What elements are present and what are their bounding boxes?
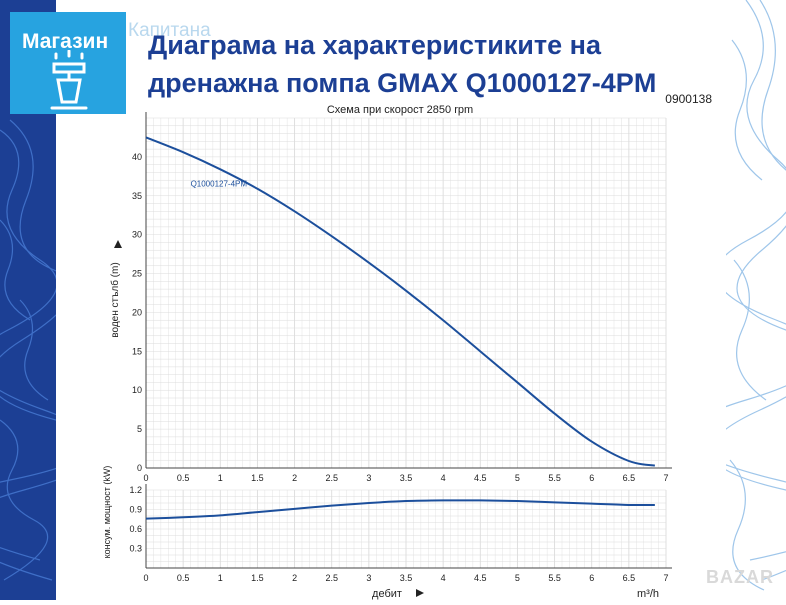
x-tick-label: 4 <box>441 573 446 583</box>
power-chart-series <box>145 499 655 520</box>
x-tick-label: 1.5 <box>251 473 264 483</box>
y-tick-label: 40 <box>132 152 142 162</box>
x-tick-label: 1 <box>218 573 223 583</box>
y-tick-label: 1.2 <box>129 485 142 495</box>
x-tick-label: 6.5 <box>623 573 636 583</box>
x-tick-label: 4 <box>441 473 446 483</box>
y-tick-label: 0.6 <box>129 524 142 534</box>
x-tick-label: 2.5 <box>325 573 338 583</box>
left-topo-pattern <box>0 119 107 581</box>
y-tick-label: 0 <box>137 463 142 473</box>
x-tick-label: 7 <box>663 573 668 583</box>
power-chart-xlabel: дебит <box>372 588 402 600</box>
series-line <box>145 499 655 520</box>
x-tick-label: 2.5 <box>325 473 338 483</box>
x-tick-label: 2 <box>292 473 297 483</box>
power-chart-xunit: m³/h <box>637 588 659 600</box>
x-tick-label: 3.5 <box>400 473 413 483</box>
x-tick-label: 3 <box>366 473 371 483</box>
xlabel-arrow-icon <box>416 589 424 597</box>
head-chart-series: Q1000127-4PM <box>145 136 656 467</box>
sprinkler-icon <box>50 50 88 110</box>
x-tick-label: 6.5 <box>623 473 636 483</box>
x-tick-label: 6 <box>589 473 594 483</box>
chart-title: Диаграма на характеристиките на дренажна… <box>148 30 657 98</box>
x-tick-label: 5 <box>515 473 520 483</box>
logo-text: Магазин <box>22 30 109 53</box>
x-tick-label: 3.5 <box>400 573 413 583</box>
x-tick-label: 1.5 <box>251 573 264 583</box>
ylabel-arrow-icon <box>114 240 122 248</box>
x-tick-label: 6 <box>589 573 594 583</box>
y-tick-label: 15 <box>132 346 142 356</box>
chart-subtitle: Схема при скорост 2850 rpm <box>326 104 474 116</box>
x-tick-label: 0 <box>143 573 148 583</box>
y-tick-label: 5 <box>137 424 142 434</box>
x-tick-label: 5.5 <box>548 473 561 483</box>
x-tick-label: 0 <box>143 473 148 483</box>
x-tick-label: 0.5 <box>177 573 190 583</box>
power-chart-ylabel: консум. мощност (kW) <box>102 466 112 559</box>
power-chart-axes <box>145 484 672 569</box>
y-tick-label: 10 <box>132 385 142 395</box>
x-tick-label: 5.5 <box>548 573 561 583</box>
x-tick-label: 1 <box>218 473 223 483</box>
store-logo[interactable]: Магазин <box>10 12 126 114</box>
x-tick-label: 4.5 <box>474 473 487 483</box>
bazar-watermark: BAZAR <box>706 567 774 587</box>
series-label: Q1000127-4PM <box>191 179 248 188</box>
x-tick-label: 7 <box>663 473 668 483</box>
x-tick-label: 4.5 <box>474 573 487 583</box>
series-line <box>145 136 656 467</box>
x-tick-label: 0.5 <box>177 473 190 483</box>
y-tick-label: 25 <box>132 269 142 279</box>
head-chart-ticks: 0 0.5 1 1.5 2 2.5 3 3.5 4 4.5 5 5.5 6 6.5 7 0 5 10 15 20 25 3… <box>132 152 669 483</box>
y-tick-label: 0.3 <box>129 544 142 554</box>
y-tick-label: 35 <box>132 191 142 201</box>
product-code: 0900138 <box>665 92 712 106</box>
power-chart-ticks: 0 0.5 1 1.5 2 2.5 3 3.5 4 4.5 5 5.5 6 6.5 7 0.3 0.6 0.9 1.… <box>129 485 668 583</box>
x-tick-label: 2 <box>292 573 297 583</box>
store-logo-ghost-text: Капитана <box>128 20 211 41</box>
power-chart-grid <box>145 489 667 569</box>
y-tick-label: 0.9 <box>129 505 142 515</box>
y-tick-label: 20 <box>132 307 142 317</box>
y-tick-label: 30 <box>132 230 142 240</box>
head-chart-ylabel: воден стълб (m) <box>109 262 121 337</box>
head-chart-axes <box>145 112 672 469</box>
x-tick-label: 3 <box>366 573 371 583</box>
x-tick-label: 5 <box>515 573 520 583</box>
